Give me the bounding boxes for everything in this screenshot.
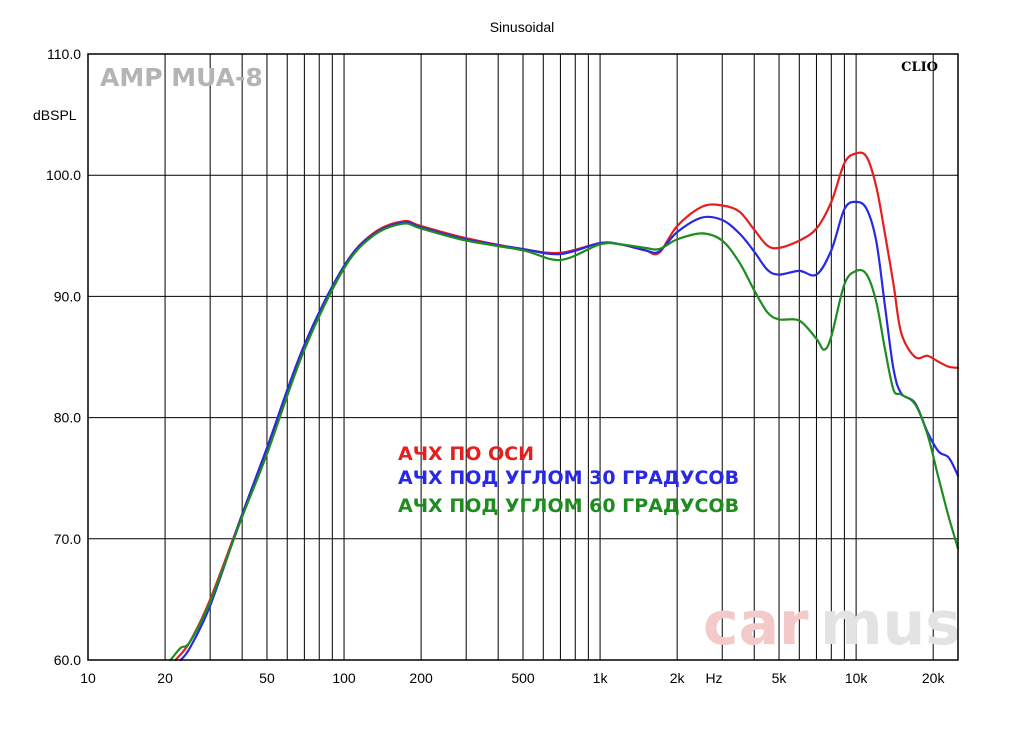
model-label: AMP MUA-8 xyxy=(100,63,263,92)
x-tick-label: 2k xyxy=(670,670,686,686)
y-tick-label: 70.0 xyxy=(54,531,81,547)
watermark-car-text: car xyxy=(703,589,809,659)
x-tick-label: 100 xyxy=(332,670,356,686)
legend-entry-1: АЧХ ПО ОСИ xyxy=(398,443,534,465)
x-tick-label: 500 xyxy=(511,670,535,686)
series-line-2 xyxy=(179,200,960,662)
x-tick-label: 200 xyxy=(409,670,433,686)
chart-title: Sinusoidal xyxy=(490,19,555,35)
legend-entry-3: АЧХ ПОД УГЛОМ 60 ГРАДУСОВ xyxy=(398,495,739,517)
plot-frame xyxy=(87,53,959,661)
x-axis-unit-label: Hz xyxy=(705,670,722,686)
x-tick-label: 20k xyxy=(922,670,946,686)
watermark: car mus xyxy=(703,589,961,659)
y-tick-labels: 60.0 70.0 80.0 90.0 100.0 110.0 xyxy=(46,46,81,668)
x-tick-label: 20 xyxy=(157,670,173,686)
y-tick-label: 80.0 xyxy=(54,410,81,426)
x-tick-label: 10k xyxy=(845,670,869,686)
y-tick-label: 110.0 xyxy=(47,46,81,62)
series-line-3 xyxy=(169,222,960,662)
y-tick-label: 90.0 xyxy=(54,288,81,304)
x-tick-labels: 10 20 50 100 200 500 1k 2k 5k 10k 20k xyxy=(80,670,945,686)
x-tick-label: 5k xyxy=(772,670,788,686)
watermark-mus-text: mus xyxy=(820,589,961,659)
y-axis-label: dBSPL xyxy=(33,107,77,123)
x-tick-label: 10 xyxy=(80,670,96,686)
x-tick-label: 1k xyxy=(593,670,609,686)
y-tick-label: 60.0 xyxy=(54,652,81,668)
y-tick-label: 100.0 xyxy=(46,167,81,183)
brand-label: CLIO xyxy=(901,60,938,75)
legend-entry-2: АЧХ ПОД УГЛОМ 30 ГРАДУСОВ xyxy=(398,467,739,489)
grid xyxy=(88,54,958,660)
x-tick-label: 50 xyxy=(259,670,275,686)
series-lines xyxy=(169,151,960,662)
